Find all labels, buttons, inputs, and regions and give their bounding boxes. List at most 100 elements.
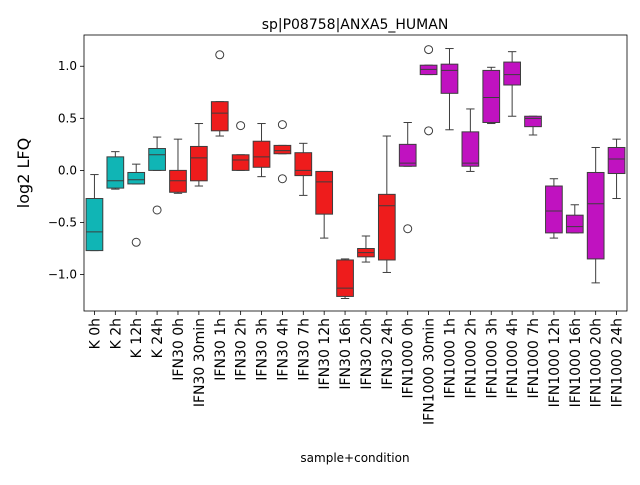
box-ifn1000-12h xyxy=(545,178,563,239)
box-k-24h xyxy=(148,136,166,215)
outlier-point xyxy=(403,224,413,234)
box-body xyxy=(524,115,542,128)
outlier-point xyxy=(277,120,287,130)
box-body xyxy=(461,131,480,167)
box-ifn1000-24h xyxy=(607,138,626,200)
box-body xyxy=(503,61,521,86)
x-tick-label: IFN30 20h xyxy=(359,318,375,390)
x-tick-label: IFN1000 7h xyxy=(526,318,542,399)
box-ifn1000-3h xyxy=(482,66,501,125)
y-tick-label: 1.0 xyxy=(58,59,77,73)
box-body xyxy=(190,145,208,182)
box-ifn1000-0h xyxy=(398,121,417,234)
box-ifn1000-1h xyxy=(440,48,459,131)
box-body xyxy=(440,63,459,94)
box-ifn30-4h xyxy=(273,120,292,184)
y-tick-label: 0.5 xyxy=(58,111,77,125)
plot-layer xyxy=(85,45,626,300)
box-ifn30-20h xyxy=(357,235,375,263)
x-tick-label: IFN1000 20h xyxy=(589,318,605,407)
x-tick-label: IFN30 1h xyxy=(213,318,229,381)
box-k-0h xyxy=(85,174,104,252)
axes-frame xyxy=(83,34,628,312)
box-body xyxy=(210,101,229,132)
chart-title: sp|P08758|ANXA5_HUMAN xyxy=(262,17,449,33)
x-tick-label: IFN30 30min xyxy=(192,318,208,407)
box-ifn30-16h xyxy=(336,258,354,300)
box-ifn1000-7h xyxy=(524,115,542,136)
x-tick-label: IFN1000 4h xyxy=(505,318,521,399)
box-body xyxy=(398,143,417,167)
box-body xyxy=(85,198,104,252)
box-body xyxy=(607,146,626,175)
outlier-point xyxy=(236,121,246,131)
box-body xyxy=(106,156,125,189)
outlier-point xyxy=(152,205,162,215)
x-tick-label: IFN1000 1h xyxy=(442,318,458,399)
x-tick-label: K 12h xyxy=(129,318,145,358)
x-tick-label: IFN30 24h xyxy=(380,318,396,390)
outlier-point xyxy=(215,50,225,60)
y-axis-label: log2 LFQ xyxy=(14,138,33,208)
box-ifn1000-30min xyxy=(419,45,438,136)
box-ifn30-0h xyxy=(169,138,187,194)
y-tick-label: −0.5 xyxy=(48,215,77,229)
box-ifn30-24h xyxy=(377,135,396,273)
box-body xyxy=(294,152,313,177)
x-tick-label: K 0h xyxy=(87,318,103,349)
box-body xyxy=(565,214,584,234)
box-ifn30-12h xyxy=(315,170,334,239)
box-body xyxy=(482,69,501,123)
x-tick-label: IFN1000 2h xyxy=(463,318,479,399)
box-body xyxy=(252,140,271,168)
y-axis: −1.0 −0.5 0.0 0.5 1.0 xyxy=(48,59,84,282)
x-tick-label: K 24h xyxy=(150,318,166,358)
x-tick-label: IFN1000 16h xyxy=(568,318,584,407)
box-body xyxy=(231,154,250,171)
y-tick-label: 0.0 xyxy=(58,163,77,177)
box-k-12h xyxy=(127,163,146,247)
x-tick-label: IFN30 2h xyxy=(234,318,250,381)
box-ifn30-7h xyxy=(294,142,313,196)
box-body xyxy=(169,169,187,193)
box-ifn30-3h xyxy=(252,123,271,178)
box-k-2h xyxy=(106,151,125,190)
x-tick-label: IFN30 0h xyxy=(171,318,187,381)
outlier-point xyxy=(131,237,141,247)
x-tick-label: IFN1000 30min xyxy=(422,318,438,425)
x-tick-label: IFN1000 3h xyxy=(484,318,500,399)
x-axis-label: sample+condition xyxy=(300,451,409,465)
box-ifn1000-20h xyxy=(586,146,605,284)
x-tick-label: K 2h xyxy=(108,318,124,349)
box-body xyxy=(273,144,292,155)
x-tick-label: IFN30 7h xyxy=(296,318,312,381)
outlier-point xyxy=(277,174,287,184)
box-body xyxy=(336,259,354,297)
x-axis: K 0h K 2h K 12h K 24h IFN30 0h IFN30 30min IFN… xyxy=(87,311,626,425)
x-tick-label: IFN1000 24h xyxy=(610,318,626,407)
box-body xyxy=(127,171,146,185)
box-ifn30-1h xyxy=(210,50,229,137)
box-ifn30-2h xyxy=(231,121,250,171)
box-body xyxy=(545,185,563,234)
x-tick-label: IFN30 4h xyxy=(275,318,291,381)
x-tick-label: IFN1000 0h xyxy=(401,318,417,399)
y-tick-label: −1.0 xyxy=(48,268,77,282)
box-ifn1000-16h xyxy=(565,204,584,234)
box-body xyxy=(148,148,166,171)
box-ifn1000-4h xyxy=(503,51,521,117)
box-ifn30-30min xyxy=(190,123,208,187)
x-tick-label: IFN30 3h xyxy=(255,318,271,381)
x-tick-label: IFN1000 12h xyxy=(547,318,563,407)
box-body xyxy=(419,64,438,76)
box-body xyxy=(377,193,396,261)
x-tick-label: IFN30 12h xyxy=(317,318,333,390)
box-body xyxy=(586,171,605,260)
outlier-point xyxy=(424,45,434,55)
box-body xyxy=(315,170,334,215)
outlier-point xyxy=(424,126,434,136)
x-tick-label: IFN30 16h xyxy=(338,318,354,390)
box-ifn1000-2h xyxy=(461,108,480,172)
